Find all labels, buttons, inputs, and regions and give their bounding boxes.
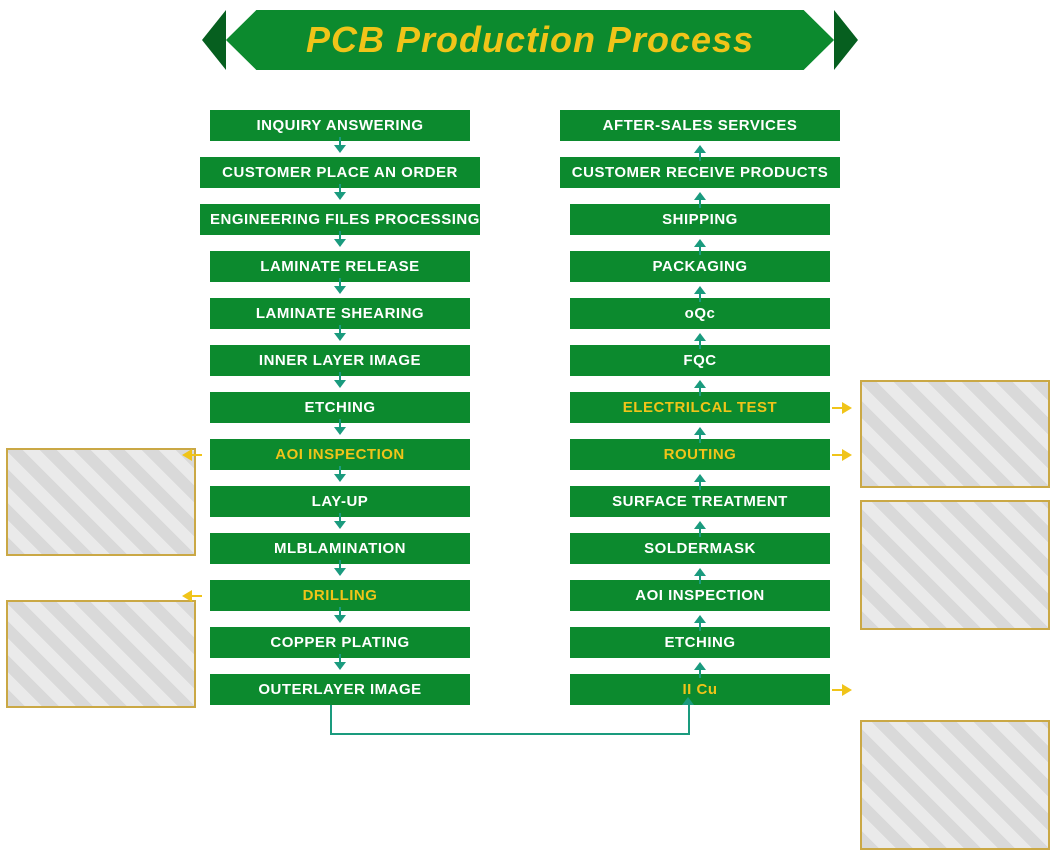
page-title: PCB Production Process (306, 19, 754, 61)
flow-step: ELECTRILCAL TEST (570, 392, 830, 423)
arrow-left-icon (182, 590, 192, 602)
arrow-down-icon (334, 192, 346, 200)
flow-step: AOI INSPECTION (570, 580, 830, 611)
bottom-connector (330, 705, 690, 735)
flow-step: FQC (570, 345, 830, 376)
flow-step: SOLDERMASK (570, 533, 830, 564)
arrow-down-icon (334, 145, 346, 153)
arrow-down-icon (334, 286, 346, 294)
equipment-photo (860, 380, 1050, 488)
flow-area: INQUIRY ANSWERINGCUSTOMER PLACE AN ORDER… (0, 80, 1060, 860)
arrow-down-icon (334, 662, 346, 670)
arrow-down-icon (334, 333, 346, 341)
arrow-up-icon (694, 192, 706, 200)
flow-step: II Cu (570, 674, 830, 705)
arrow-down-icon (334, 427, 346, 435)
arrow-up-icon (694, 333, 706, 341)
equipment-photo (860, 500, 1050, 630)
flow-step: oQc (570, 298, 830, 329)
flow-step: ROUTING (570, 439, 830, 470)
arrow-down-icon (334, 615, 346, 623)
arrow-up-icon (694, 427, 706, 435)
equipment-photo (860, 720, 1050, 850)
flow-step: OUTERLAYER IMAGE (210, 674, 470, 705)
title-ribbon: PCB Production Process (226, 10, 834, 70)
arrow-right-icon (842, 449, 852, 461)
arrow-up-icon (694, 662, 706, 670)
arrow-up-icon (694, 145, 706, 153)
flow-column-left: INQUIRY ANSWERINGCUSTOMER PLACE AN ORDER… (200, 110, 480, 705)
equipment-photo (6, 448, 196, 556)
flow-step: CUSTOMER RECEIVE PRODUCTS (560, 157, 840, 188)
flow-step: SHIPPING (570, 204, 830, 235)
flow-step: PACKAGING (570, 251, 830, 282)
arrow-down-icon (334, 380, 346, 388)
arrow-up-icon (694, 239, 706, 247)
flow-step: ETCHING (570, 627, 830, 658)
arrow-down-icon (334, 239, 346, 247)
arrow-up-icon (694, 521, 706, 529)
flow-column-right: AFTER-SALES SERVICES CUSTOMER RECEIVE PRO… (560, 110, 840, 705)
title-bar: PCB Production Process (0, 0, 1060, 80)
arrow-up-icon (694, 380, 706, 388)
arrow-up-icon (694, 568, 706, 576)
arrow-left-icon (182, 449, 192, 461)
flow-step: SURFACE TREATMENT (570, 486, 830, 517)
equipment-photo (6, 600, 196, 708)
flow-step: AFTER-SALES SERVICES (560, 110, 840, 141)
arrow-down-icon (334, 521, 346, 529)
arrow-down-icon (334, 474, 346, 482)
arrow-up-icon (694, 286, 706, 294)
arrow-up-icon (694, 474, 706, 482)
arrow-right-icon (842, 402, 852, 414)
arrow-up-icon (694, 615, 706, 623)
arrow-down-icon (334, 568, 346, 576)
arrow-right-icon (842, 684, 852, 696)
